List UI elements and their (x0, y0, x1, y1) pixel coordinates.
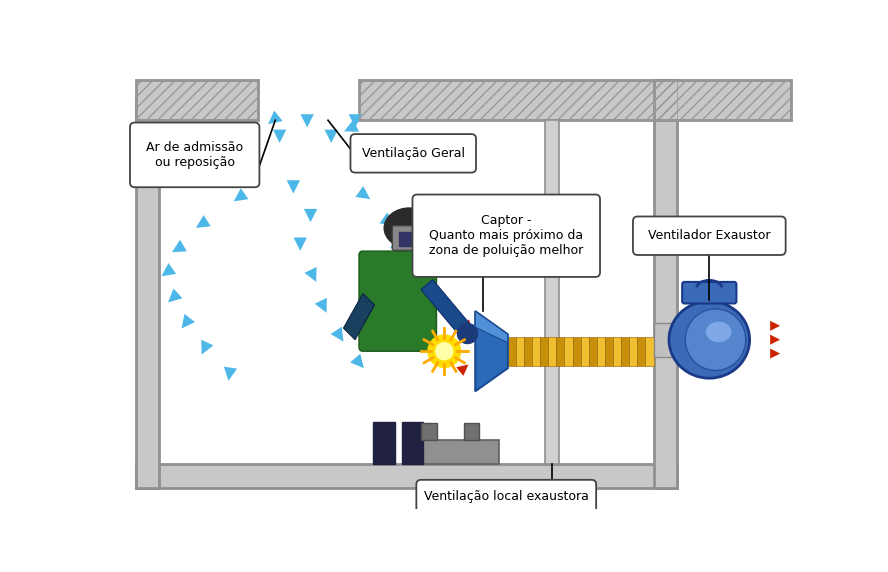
Bar (654, 323, 683, 356)
Bar (159, 120, 654, 464)
Polygon shape (475, 311, 508, 391)
Bar (565, 336, 573, 366)
Bar (401, 422, 424, 464)
Ellipse shape (686, 309, 746, 371)
Bar (136, 80, 258, 120)
Bar (654, 98, 677, 487)
FancyBboxPatch shape (392, 226, 432, 251)
Circle shape (457, 324, 478, 344)
Bar (589, 336, 597, 366)
Bar (540, 336, 548, 366)
Bar (136, 98, 159, 487)
Text: Ventilador Exaustor: Ventilador Exaustor (648, 229, 771, 242)
FancyBboxPatch shape (359, 251, 437, 351)
Bar (359, 80, 677, 120)
Bar (406, 440, 498, 464)
Bar (548, 336, 557, 366)
FancyBboxPatch shape (682, 282, 736, 304)
Text: Ventilação local exaustora: Ventilação local exaustora (424, 490, 589, 503)
Bar (613, 336, 621, 366)
Bar (400, 232, 425, 246)
Bar (545, 120, 559, 464)
Bar (516, 336, 524, 366)
Bar (373, 422, 394, 464)
Polygon shape (421, 280, 472, 336)
FancyBboxPatch shape (416, 480, 596, 514)
FancyBboxPatch shape (351, 134, 476, 173)
Text: Captor -
Quanto mais próximo da
zona de poluição melhor: Captor - Quanto mais próximo da zona de … (429, 214, 583, 257)
Bar (464, 423, 480, 440)
Bar (654, 80, 791, 120)
FancyBboxPatch shape (130, 122, 259, 187)
Bar (581, 336, 589, 366)
Ellipse shape (669, 301, 749, 378)
Bar (136, 464, 677, 487)
Bar (605, 336, 613, 366)
Text: Ventilação Geral: Ventilação Geral (361, 147, 464, 160)
Bar (621, 336, 630, 366)
Ellipse shape (385, 208, 434, 248)
Bar (646, 336, 654, 366)
Bar (421, 423, 437, 440)
Circle shape (428, 335, 461, 367)
Bar (654, 80, 791, 120)
Bar (630, 336, 638, 366)
FancyBboxPatch shape (412, 194, 600, 277)
Bar (557, 336, 565, 366)
Polygon shape (475, 311, 508, 343)
Bar (524, 336, 532, 366)
Polygon shape (344, 293, 375, 340)
FancyBboxPatch shape (633, 216, 786, 255)
Bar (532, 336, 540, 366)
Bar (638, 336, 646, 366)
Bar (573, 336, 581, 366)
Bar (597, 336, 605, 366)
Ellipse shape (707, 323, 731, 341)
Circle shape (436, 343, 453, 360)
Text: Ar de admissão
ou reposição: Ar de admissão ou reposição (147, 141, 243, 169)
Bar (508, 336, 516, 366)
Bar (136, 80, 258, 120)
Bar (359, 80, 677, 120)
